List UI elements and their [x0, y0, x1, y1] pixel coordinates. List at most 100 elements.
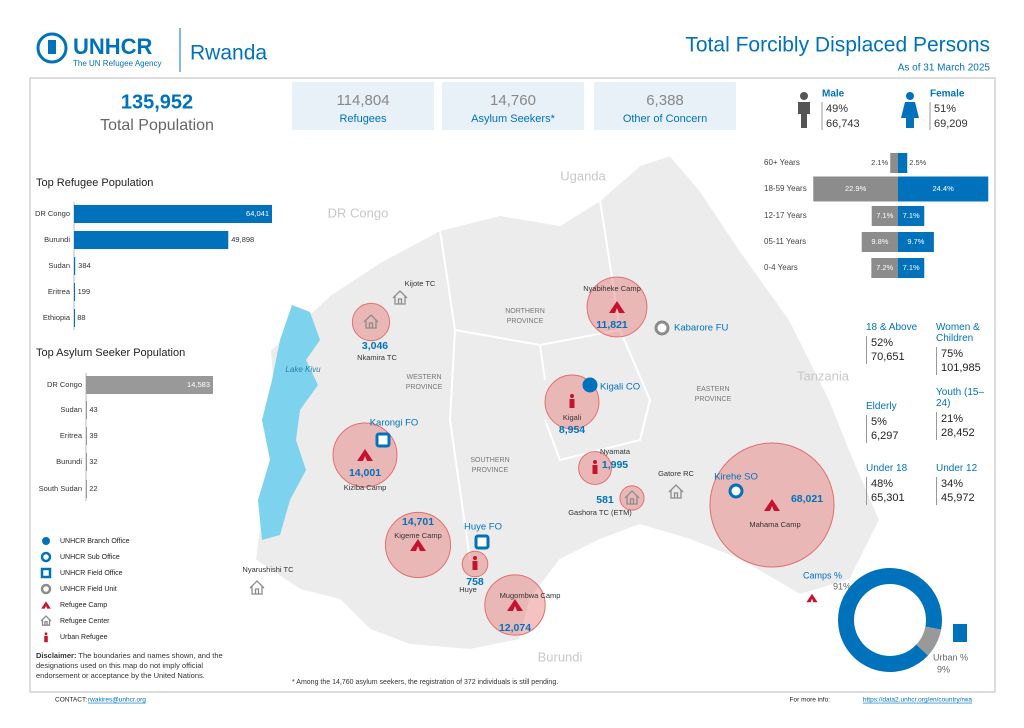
site-value: 758: [466, 576, 484, 588]
legend-icon: [40, 551, 52, 563]
province-label: PROVINCE: [507, 318, 544, 325]
bar-title: Top Refugee Population: [36, 177, 153, 189]
donut-slice: [916, 626, 942, 656]
bar-value: 32: [89, 457, 97, 466]
site-value: 3,046: [362, 340, 388, 352]
legend-icon: [40, 583, 52, 595]
office-label: Kabarore FU: [674, 323, 729, 334]
date: As of 31 March 2025: [898, 63, 991, 74]
province-label: PROVINCE: [695, 396, 732, 403]
donut-value: 9%: [937, 664, 950, 674]
female-value: 9.7%: [907, 237, 924, 246]
site-name: Huye: [459, 585, 477, 594]
urban-icon: [472, 561, 478, 570]
center-icon: [668, 484, 684, 499]
total-label: Total Population: [100, 117, 214, 134]
male-value: 2.1%: [871, 158, 888, 167]
stat-ct: 65,301: [871, 492, 905, 504]
center-label: Gatore RC: [658, 469, 694, 478]
footer-label: For more info:: [790, 697, 831, 704]
stat-lb: Under 18: [866, 463, 908, 474]
bar: [74, 309, 75, 327]
bar: [74, 283, 75, 301]
male-bar: [813, 176, 898, 202]
office-icon: [375, 432, 391, 448]
female-value: 2.5%: [909, 158, 926, 167]
legend-label: UNHCR Branch Office: [60, 538, 130, 545]
stat-nums: 21% 28,452: [936, 412, 998, 440]
card-label: Other of Concern: [623, 113, 707, 125]
female-value: 7.1%: [903, 263, 920, 272]
gender-icon: [906, 92, 914, 100]
stat-lb: Elderly: [866, 401, 897, 412]
bar-value: 64,041: [246, 209, 269, 218]
bar-value: 22: [89, 484, 97, 493]
country-label: DR Congo: [328, 205, 389, 220]
stat: Elderly 5% 6,297: [866, 401, 928, 443]
male-value: 22.9%: [845, 184, 867, 193]
card-label: Refugees: [339, 113, 387, 125]
bar-category: South Sudan: [39, 484, 82, 493]
site-name: Mahama Camp: [749, 520, 800, 529]
office-icon: [474, 534, 490, 550]
site-value: 11,821: [596, 319, 628, 331]
gender-label: Female: [930, 89, 965, 100]
country-label: Tanzania: [797, 368, 850, 383]
legend-icon: [42, 537, 50, 545]
camp-icon: [410, 539, 426, 551]
bar: [86, 376, 213, 394]
center-icon: [624, 490, 640, 505]
province-label: PROVINCE: [472, 467, 509, 474]
disclaimer: Disclaimer: The boundaries and names sho…: [36, 651, 236, 681]
card-bg: [442, 82, 584, 130]
donut-slice: [838, 568, 942, 673]
age-label: 18-59 Years: [764, 184, 807, 193]
legend-label: Refugee Camp: [60, 602, 107, 609]
legend-label: UNHCR Sub Office: [60, 554, 120, 561]
office-label: Kirehe SO: [714, 472, 758, 483]
female-value: 7.1%: [903, 211, 920, 220]
urban-icon: [473, 556, 477, 560]
male-value: 9.8%: [871, 237, 888, 246]
stat-pc: 34%: [941, 478, 964, 490]
donut-value: 91%: [833, 581, 851, 591]
card-value: 6,388: [646, 92, 684, 109]
center-icon: [249, 580, 265, 595]
center-icon: [363, 314, 379, 329]
stat-pc: 21%: [941, 413, 964, 425]
stat-ct: 28,452: [941, 427, 975, 439]
site-name: Nyabiheke Camp: [583, 284, 641, 293]
male-bar: [890, 153, 898, 173]
stat: 18 & Above 52% 70,651: [866, 322, 928, 364]
urban-icon: [44, 635, 48, 643]
lake-label: Lake Kivu: [285, 365, 321, 374]
bar: [86, 480, 87, 498]
camp-icon: [806, 593, 818, 603]
female-value: 24.4%: [932, 184, 954, 193]
bar-category: DR Congo: [35, 209, 70, 218]
stat-nums: 75% 101,985: [936, 347, 998, 375]
bar-value: 199: [78, 287, 91, 296]
legend-label: Urban Refugee: [60, 634, 108, 641]
province-borders: [439, 199, 652, 561]
bar-category: Burundi: [44, 235, 70, 244]
camp-icon: [357, 449, 373, 461]
card-value: 114,804: [336, 92, 389, 109]
urban-icon: [44, 632, 48, 636]
bar: [74, 231, 229, 249]
gender-count: 69,209: [934, 118, 968, 130]
bar: [86, 401, 87, 419]
legend-icon: [40, 567, 52, 579]
bar-value: 49,898: [231, 235, 254, 244]
stat: Under 18 48% 65,301: [866, 463, 928, 505]
province-label: SOUTHERN: [470, 457, 509, 464]
stat-pc: 75%: [941, 348, 964, 360]
legend-label: UNHCR Field Unit: [60, 586, 117, 593]
footnote: * Among the 14,760 asylum seekers, the r…: [292, 679, 558, 686]
gender-label: Male: [822, 89, 845, 100]
age-label: 60+ Years: [764, 158, 800, 167]
bar-category: Sudan: [60, 405, 82, 414]
stat-ct: 70,651: [871, 351, 905, 363]
legend-label: UNHCR Field Office: [60, 570, 123, 577]
